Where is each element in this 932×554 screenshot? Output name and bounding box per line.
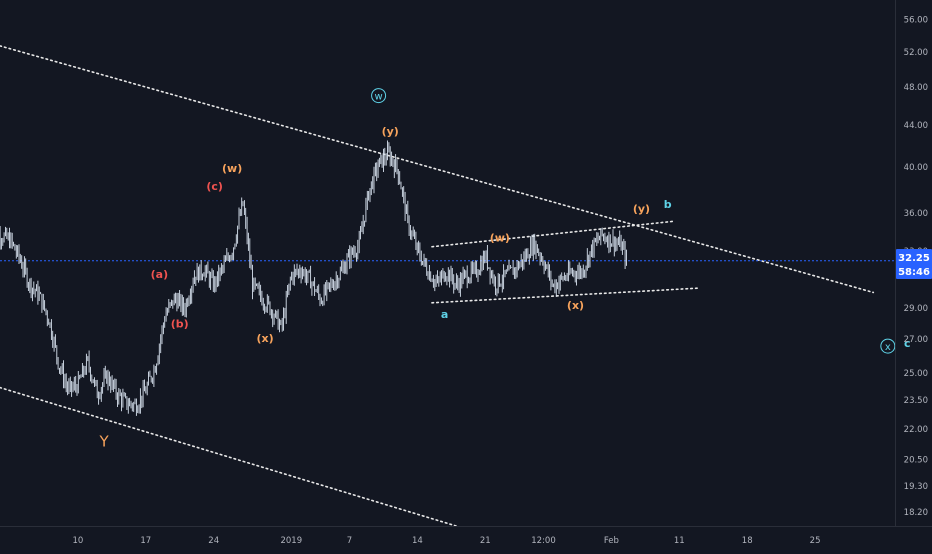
triangle-top-trendline	[431, 220, 676, 248]
price-tick-label: 25.00	[904, 369, 928, 379]
triangle-bottom-trendline	[431, 287, 700, 304]
wave-label: (y)	[633, 203, 650, 216]
wave-label: (b)	[171, 317, 189, 330]
wave-label: a	[441, 308, 448, 321]
upper-channel-trendline	[0, 45, 875, 294]
trendlines	[0, 45, 875, 527]
price-tick-label: 22.00	[904, 425, 928, 435]
time-tick-label: 2019	[280, 536, 302, 546]
price-tag: 32.25 58:46	[896, 249, 932, 279]
wave-label: w	[375, 92, 383, 103]
wave-label: c	[904, 337, 911, 350]
price-tick-label: 44.00	[904, 121, 928, 131]
time-axis[interactable]: 10 17 24 2019 7 14 21 12:00 Feb 11 18 25	[72, 536, 820, 546]
time-tick-label: 18	[742, 536, 753, 546]
wave-annotations: (a) (b) (c) (w) (x) (y) (w) (x) (y) b a c Yw x	[99, 88, 911, 451]
wave-label: x	[885, 342, 891, 353]
time-tick-label: 11	[674, 536, 685, 546]
time-tick-label: 7	[347, 536, 352, 546]
price-tick-label: 23.50	[904, 396, 928, 406]
price-tag-value: 32.25	[898, 253, 930, 264]
price-tick-label: 20.50	[904, 456, 928, 466]
time-tick-label: 17	[140, 536, 151, 546]
time-tick-label: 10	[72, 536, 83, 546]
time-tick-label: 14	[412, 536, 423, 546]
wave-label: (a)	[151, 268, 168, 281]
price-tick-label: 40.00	[904, 163, 928, 173]
wave-label: (y)	[382, 125, 399, 138]
price-axis[interactable]: 56.0052.0048.0044.0040.0036.0033.0029.00…	[904, 16, 928, 518]
price-tick-label: 36.00	[904, 209, 928, 219]
price-tick-label: 56.00	[904, 16, 928, 26]
price-tick-label: 18.20	[904, 508, 928, 518]
time-tick-label: 25	[810, 536, 821, 546]
price-tag-box	[896, 249, 932, 279]
time-tick-label: 12:00	[531, 536, 556, 546]
wave-label: Y	[99, 433, 110, 451]
wave-label: b	[664, 198, 672, 211]
time-tick-label: 24	[208, 536, 219, 546]
price-tick-label: 19.30	[904, 482, 928, 492]
wave-label: (w)	[222, 162, 242, 175]
wave-label: (x)	[257, 332, 274, 345]
wave-label: (w)	[490, 232, 510, 245]
wave-label: (c)	[206, 180, 223, 193]
price-tick-label: 52.00	[904, 48, 928, 58]
time-tick-label: Feb	[604, 536, 619, 546]
price-tick-label: 27.00	[904, 335, 928, 345]
wave-label-circle	[880, 338, 896, 354]
price-tick-label: 48.00	[904, 83, 928, 93]
price-series	[0, 140, 627, 416]
price-tag-countdown: 58:46	[898, 267, 930, 278]
wave-label: (x)	[567, 299, 584, 312]
lower-channel-trendline	[0, 386, 458, 527]
wave-label-circle	[371, 88, 387, 104]
time-tick-label: 21	[480, 536, 491, 546]
price-tick-label: 29.00	[904, 304, 928, 314]
